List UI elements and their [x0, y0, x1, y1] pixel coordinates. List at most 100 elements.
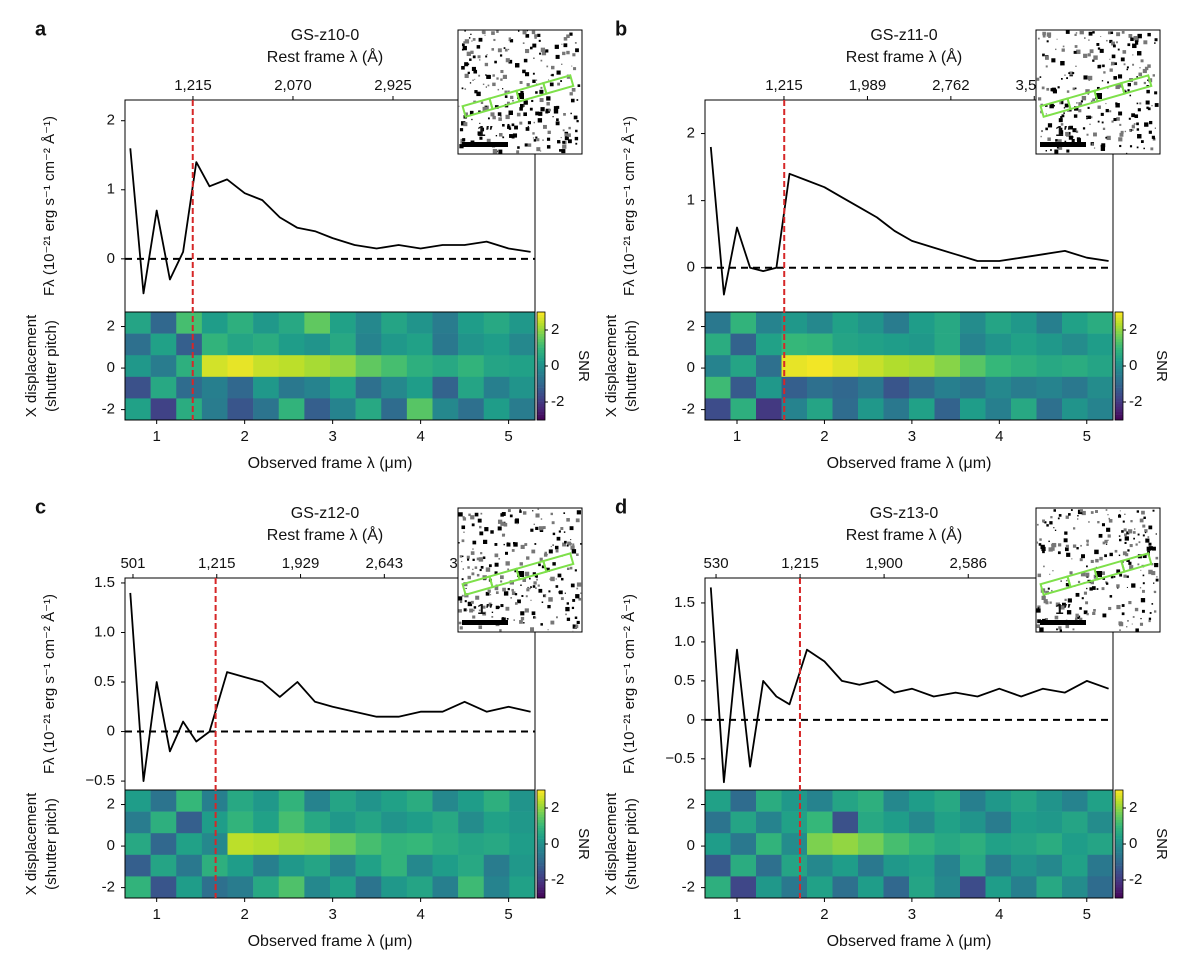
colorbar-segment: [537, 795, 545, 799]
inset-noise: [1118, 621, 1123, 626]
inset-noise: [540, 47, 546, 52]
y-axis-label: Fλ (10⁻²¹ erg s⁻¹ cm⁻² Å⁻¹): [621, 594, 638, 774]
inset-noise: [1060, 580, 1062, 582]
inset-noise: [574, 569, 577, 572]
inset-noise: [1144, 66, 1149, 71]
inset-noise: [1145, 124, 1147, 126]
inset-noise: [1086, 587, 1088, 590]
inset-noise: [1138, 72, 1143, 77]
colorbar-segment: [1115, 366, 1123, 369]
inset-noise: [530, 627, 535, 632]
inset-noise: [480, 101, 484, 105]
inset-noise: [1042, 34, 1046, 38]
inset-noise: [551, 65, 555, 70]
heatmap-cell: [381, 790, 408, 812]
heatmap-cell: [909, 398, 935, 421]
inset-noise: [1124, 90, 1127, 93]
heatmap-cell: [756, 876, 782, 899]
inset-noise: [468, 37, 471, 39]
inset-noise: [502, 88, 504, 90]
inset-noise: [1130, 520, 1133, 523]
inset-noise: [1139, 622, 1144, 626]
inset-noise: [471, 66, 476, 71]
heatmap-cell: [1011, 333, 1037, 356]
inset-noise: [468, 513, 471, 517]
heatmap-cell: [756, 398, 782, 421]
heatmap-cell: [330, 333, 356, 356]
colorbar-segment: [1115, 328, 1123, 332]
inset-noise: [1105, 108, 1109, 113]
y-axis-label: Fλ (10⁻²¹ erg s⁻¹ cm⁻² Å⁻¹): [41, 116, 58, 296]
inset-noise: [511, 588, 514, 592]
inset-noise: [1110, 64, 1113, 66]
heatmap-cell: [781, 833, 808, 856]
inset-noise: [1142, 534, 1145, 537]
inset-noise: [1093, 608, 1096, 612]
inset-noise: [548, 79, 550, 81]
inset-noise: [516, 112, 521, 117]
inset-noise: [520, 584, 522, 586]
inset-noise: [555, 578, 557, 580]
inset-noise: [476, 573, 480, 577]
heatmap-cell: [432, 833, 459, 856]
colorbar-segment: [1115, 871, 1123, 874]
inset-noise: [573, 115, 578, 120]
heatmap-cell: [330, 854, 356, 877]
inset-noise: [1075, 617, 1078, 620]
inset-noise: [484, 62, 489, 67]
inset-noise: [1141, 609, 1145, 613]
heatmap-cell: [278, 398, 305, 421]
inset-noise: [1087, 75, 1093, 81]
heatmap-cell: [807, 333, 833, 356]
colorbar-segment: [537, 325, 545, 329]
inset-noise: [1084, 37, 1086, 39]
inset-noise: [471, 572, 475, 576]
inset-noise: [1061, 602, 1066, 607]
x2-tick-label: 1,989: [849, 77, 887, 94]
inset-noise: [530, 586, 532, 589]
inset-noise: [1074, 87, 1077, 90]
inset-noise: [1095, 558, 1099, 563]
heatmap-cell: [483, 355, 510, 378]
inset-noise: [535, 576, 538, 578]
inset-noise: [511, 135, 515, 139]
colorbar-segment: [1115, 811, 1123, 815]
inset-noise: [1067, 110, 1069, 112]
inset-noise: [574, 136, 579, 141]
heatmap-cell: [1062, 854, 1088, 877]
inset-noise: [569, 526, 574, 531]
inset-noise: [474, 90, 478, 94]
heatmap-cell: [509, 355, 536, 378]
inset-noise: [519, 620, 523, 624]
colorbar-label: SNR: [1153, 828, 1170, 860]
colorbar-segment: [1115, 803, 1123, 807]
inset-noise: [519, 562, 523, 566]
inset-noise: [508, 37, 512, 40]
inset-noise: [532, 585, 536, 588]
heatmap-cell: [960, 854, 986, 877]
inset-noise: [534, 616, 537, 619]
heatmap-cell: [960, 833, 986, 856]
colorbar-tick-label: 2: [1129, 799, 1137, 816]
colorbar-segment: [537, 374, 545, 378]
heatmap-cell: [934, 790, 961, 812]
inset-noise: [552, 532, 556, 536]
colorbar-segment: [537, 881, 545, 885]
colorbar-segment: [537, 865, 545, 869]
inset-noise: [1132, 616, 1135, 618]
inset-noise: [1116, 569, 1121, 574]
heatmap-cell: [832, 312, 859, 334]
inset-noise: [1121, 612, 1125, 616]
inset-noise: [472, 79, 474, 81]
heatmap-cell: [509, 398, 536, 421]
inset-noise: [522, 104, 525, 107]
plot-frame: [704, 577, 1114, 791]
inset-noise: [462, 138, 466, 142]
colorbar-segment: [537, 376, 545, 380]
inset-noise: [572, 543, 575, 546]
heatmap-cell: [304, 398, 331, 421]
colorbar-segment: [1115, 401, 1123, 405]
heatmap-cell: [355, 876, 382, 899]
heatmap-cell: [406, 876, 433, 899]
inset-noise: [1116, 117, 1120, 121]
